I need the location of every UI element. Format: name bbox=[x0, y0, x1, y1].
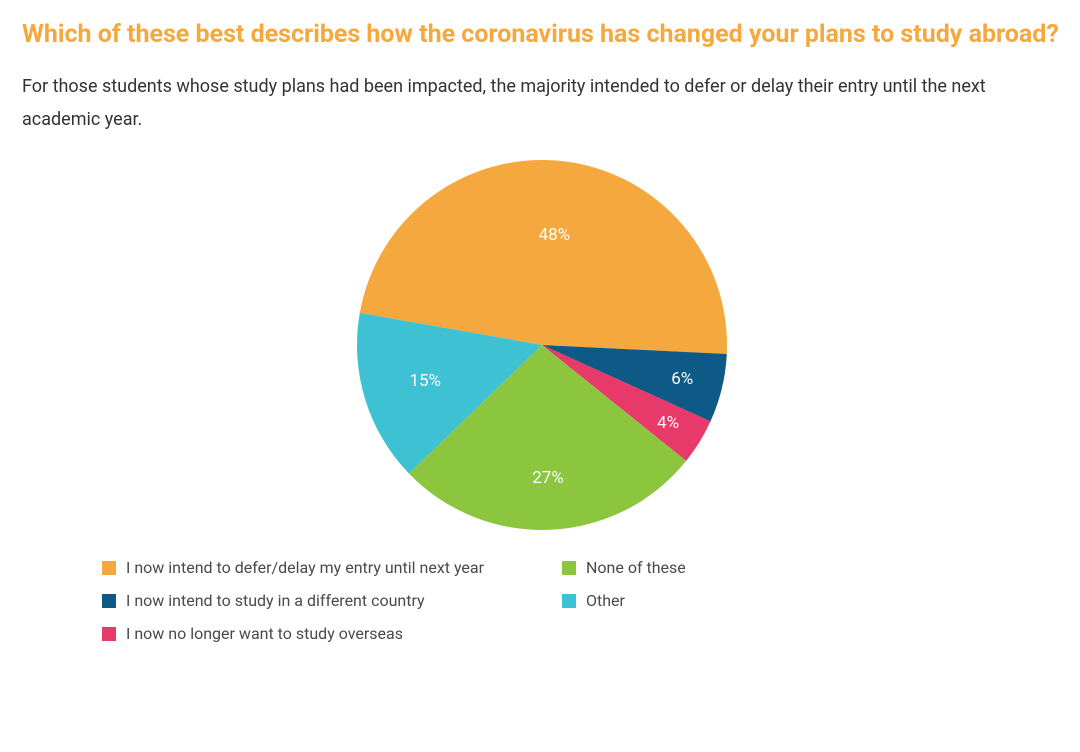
legend-item: I now intend to defer/delay my entry unt… bbox=[102, 558, 522, 577]
pie-chart: 48%6%4%27%15% bbox=[357, 160, 727, 530]
legend-item: Other bbox=[562, 591, 982, 610]
legend-label: I now intend to study in a different cou… bbox=[126, 591, 425, 610]
page-subtitle: For those students whose study plans had… bbox=[22, 70, 1062, 137]
chart-legend: I now intend to defer/delay my entry unt… bbox=[102, 558, 982, 643]
legend-label: I now intend to defer/delay my entry unt… bbox=[126, 558, 484, 577]
legend-swatch bbox=[102, 627, 116, 641]
legend-swatch bbox=[102, 594, 116, 608]
chart-region: 48%6%4%27%15% I now intend to defer/dela… bbox=[22, 148, 1062, 643]
legend-swatch bbox=[102, 561, 116, 575]
legend-label: None of these bbox=[586, 558, 686, 577]
legend-swatch bbox=[562, 561, 576, 575]
legend-item: None of these bbox=[562, 558, 982, 577]
legend-label: I now no longer want to study overseas bbox=[126, 624, 403, 643]
legend-swatch bbox=[562, 594, 576, 608]
legend-item: I now no longer want to study overseas bbox=[102, 624, 522, 643]
legend-label: Other bbox=[586, 591, 625, 610]
page-title: Which of these best describes how the co… bbox=[22, 18, 1062, 52]
legend-item: I now intend to study in a different cou… bbox=[102, 591, 522, 610]
